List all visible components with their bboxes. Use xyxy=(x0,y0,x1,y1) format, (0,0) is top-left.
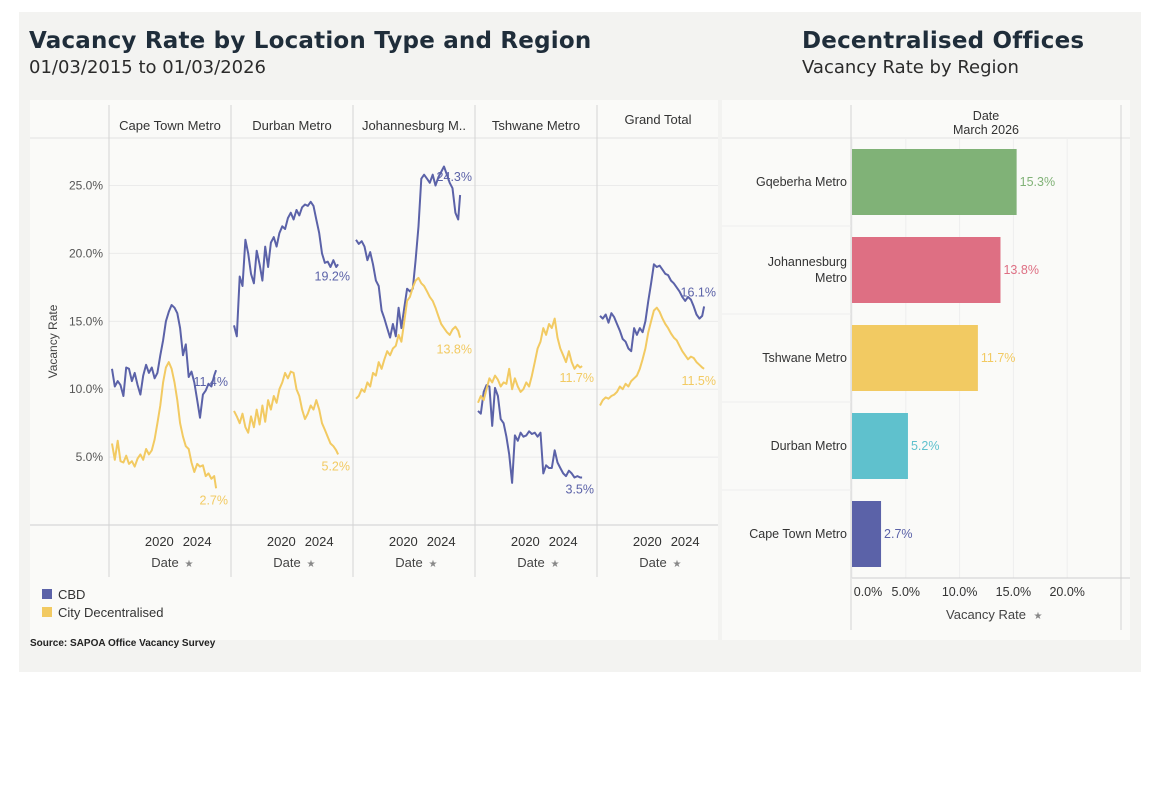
bar-value-label: 15.3% xyxy=(1020,175,1055,189)
category-label: Tshwane Metro xyxy=(762,351,847,365)
series-line-decentralised[interactable] xyxy=(355,276,462,400)
end-value-label: 5.2% xyxy=(322,459,351,473)
pin-icon[interactable]: ★ xyxy=(1034,611,1043,622)
category-label: Durban Metro xyxy=(771,439,847,453)
series-line-cbd[interactable] xyxy=(477,384,583,484)
y-tick-label: 15.0% xyxy=(69,314,103,328)
x-tick-label: 2024 xyxy=(183,534,212,549)
end-value-label: 16.1% xyxy=(681,285,716,299)
x-axis-title: Date xyxy=(273,555,300,570)
x-axis-title: Date xyxy=(151,555,178,570)
panel-header: Grand Total xyxy=(625,112,692,127)
series-line-cbd[interactable] xyxy=(599,263,706,353)
legend-label-decentralised: City Decentralised xyxy=(58,604,164,620)
bar[interactable] xyxy=(852,237,1001,303)
line-chart-panel: 5.0% 10.0% 15.0% 20.0% 25.0% Vacancy Rate Cape… xyxy=(30,100,720,640)
source-note: Source: SAPOA Office Vacancy Survey xyxy=(30,638,216,649)
legend-item-cbd[interactable]: CBD xyxy=(42,585,164,603)
line-chart[interactable]: 5.0% 10.0% 15.0% 20.0% 25.0% Vacancy Rate Cape… xyxy=(30,100,720,640)
x-tick-label: 0.0% xyxy=(854,585,883,599)
x-axis-title: Date xyxy=(517,555,544,570)
y-tick-label: 25.0% xyxy=(69,179,103,193)
x-tick-label: 15.0% xyxy=(996,585,1031,599)
bar-value-label: 5.2% xyxy=(911,439,940,453)
category-label: Metro xyxy=(815,271,847,285)
end-value-label: 2.7% xyxy=(200,493,229,507)
pin-icon[interactable]: ★ xyxy=(429,559,438,570)
bar[interactable] xyxy=(852,325,978,391)
left-title: Vacancy Rate by Location Type and Region xyxy=(29,28,592,54)
x-axis-title: Date xyxy=(395,555,422,570)
bar-value-label: 13.8% xyxy=(1003,263,1038,277)
pin-icon[interactable]: ★ xyxy=(673,559,682,570)
series-line-decentralised[interactable] xyxy=(111,361,218,489)
series-line-decentralised[interactable] xyxy=(477,317,583,404)
y-tick-label: 5.0% xyxy=(76,450,104,464)
panel-header: Tshwane Metro xyxy=(492,118,580,133)
x-tick-label: 2020 xyxy=(145,534,174,549)
end-value-label: 11.5% xyxy=(681,374,716,388)
x-tick-label: 5.0% xyxy=(892,585,921,599)
legend-swatch-decentralised xyxy=(42,607,52,617)
bar-header-label: Date xyxy=(973,109,999,123)
bar[interactable] xyxy=(852,501,882,567)
pin-icon[interactable]: ★ xyxy=(185,559,194,570)
y-tick-label: 20.0% xyxy=(69,246,103,260)
x-tick-label: 2024 xyxy=(671,534,700,549)
right-title: Decentralised Offices xyxy=(802,28,1085,54)
dashboard: Vacancy Rate by Location Type and Region… xyxy=(19,12,1141,672)
end-value-label: 11.4% xyxy=(193,375,228,389)
category-label: Johannesburg xyxy=(768,255,847,269)
panel-header: Cape Town Metro xyxy=(119,118,221,133)
series-line-cbd[interactable] xyxy=(111,304,218,419)
right-subtitle: Vacancy Rate by Region xyxy=(802,57,1019,78)
end-value-label: 24.3% xyxy=(437,170,472,184)
x-tick-label: 20.0% xyxy=(1049,585,1084,599)
pin-icon[interactable]: ★ xyxy=(307,559,316,570)
x-tick-label: 2020 xyxy=(267,534,296,549)
legend[interactable]: CBD City Decentralised xyxy=(42,585,164,621)
legend-label-cbd: CBD xyxy=(58,586,86,602)
series-line-decentralised[interactable] xyxy=(599,306,705,406)
y-tick-label: 10.0% xyxy=(69,382,103,396)
pin-icon[interactable]: ★ xyxy=(551,559,560,570)
end-value-label: 13.8% xyxy=(437,343,472,357)
bar[interactable] xyxy=(852,149,1017,215)
x-tick-label: 2020 xyxy=(389,534,418,549)
series-line-cbd[interactable] xyxy=(233,200,339,338)
x-tick-label: 2020 xyxy=(511,534,540,549)
series-line-cbd[interactable] xyxy=(355,165,462,339)
left-subtitle: 01/03/2015 to 01/03/2026 xyxy=(29,57,267,78)
end-value-label: 3.5% xyxy=(566,482,595,496)
panel-header: Johannesburg M.. xyxy=(362,118,466,133)
category-label: Gqeberha Metro xyxy=(756,175,847,189)
end-value-label: 19.2% xyxy=(315,269,350,283)
bar[interactable] xyxy=(852,413,908,479)
panel-header: Durban Metro xyxy=(252,118,331,133)
legend-item-decentralised[interactable]: City Decentralised xyxy=(42,603,164,621)
x-tick-label: 2020 xyxy=(633,534,662,549)
x-tick-label: 10.0% xyxy=(942,585,977,599)
category-label: Cape Town Metro xyxy=(749,527,847,541)
x-tick-label: 2024 xyxy=(549,534,578,549)
y-axis-title: Vacancy Rate xyxy=(46,304,60,378)
end-value-label: 11.7% xyxy=(559,371,594,385)
x-tick-label: 2024 xyxy=(427,534,456,549)
bar-value-label: 11.7% xyxy=(981,351,1016,365)
bar-chart-panel: Date March 2026 15.3% Gqeberha Metro 13.8% Jo… xyxy=(722,100,1131,640)
x-axis-title: Date xyxy=(639,555,666,570)
x-tick-label: 2024 xyxy=(305,534,334,549)
bar-header-value: March 2026 xyxy=(953,123,1019,137)
x-axis-title: Vacancy Rate xyxy=(946,607,1026,622)
bar-value-label: 2.7% xyxy=(884,527,913,541)
legend-swatch-cbd xyxy=(42,589,52,599)
series-line-decentralised[interactable] xyxy=(233,370,340,455)
